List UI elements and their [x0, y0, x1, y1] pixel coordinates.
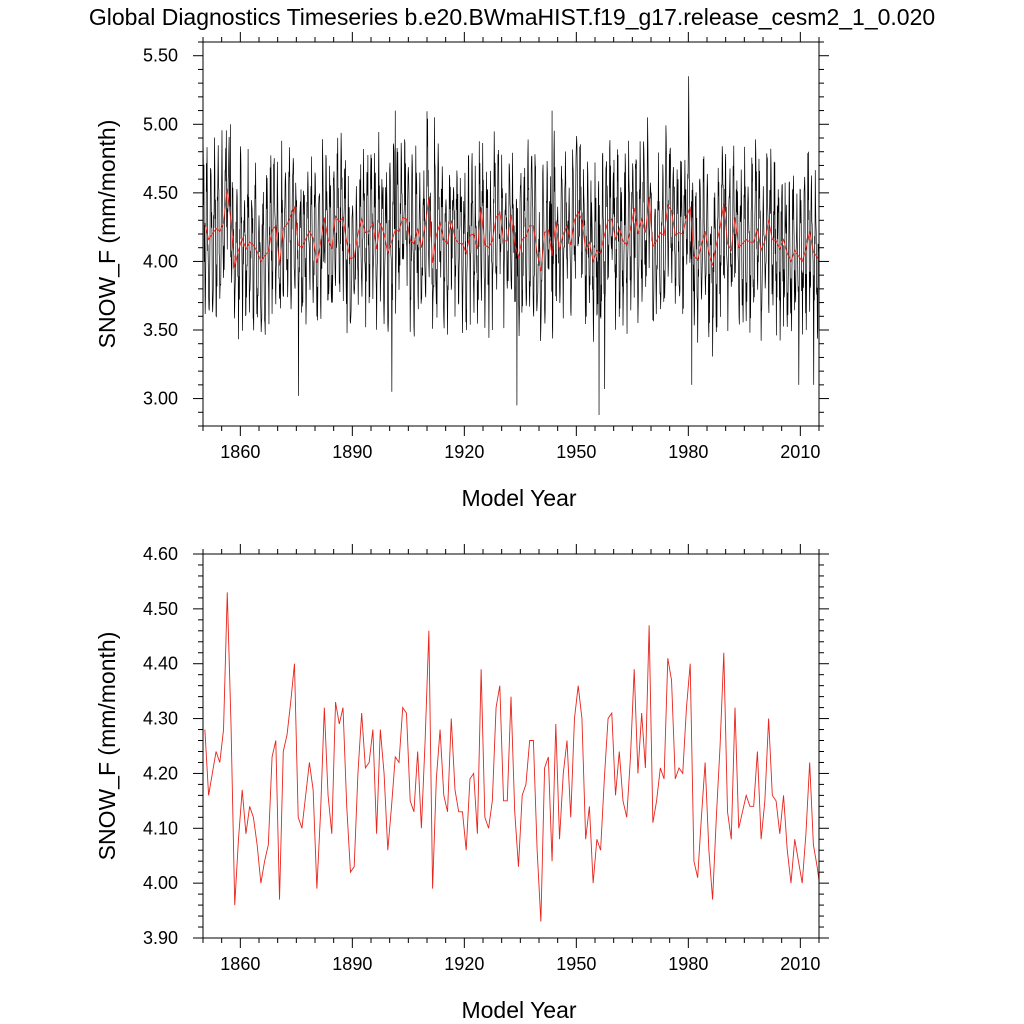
x-tick-label: 1950	[556, 954, 596, 974]
y-tick-label: 5.50	[143, 46, 178, 66]
y-tick-label: 4.40	[143, 654, 178, 674]
x-tick-label: 1950	[556, 442, 596, 462]
x-tick-label: 1890	[332, 442, 372, 462]
plot-frame	[202, 553, 820, 939]
x-axis-title: Model Year	[461, 997, 576, 1023]
y-tick-label: 3.50	[143, 320, 178, 340]
y-tick-label: 4.10	[143, 818, 178, 838]
y-tick-label: 4.00	[143, 251, 178, 271]
series-line-annual-mean-snow-f	[204, 592, 819, 922]
y-tick-label: 4.60	[143, 544, 178, 564]
y-axis-title: SNOW_F (mm/month)	[94, 120, 120, 349]
x-tick-label: 1860	[220, 954, 260, 974]
x-tick-label: 1980	[668, 954, 708, 974]
y-tick-label: 4.30	[143, 709, 178, 729]
x-tick-label: 1920	[444, 442, 484, 462]
panel-annual: 1860 1890 1920 1950 1980 2010 3.90 4.00 4.10 4.20…	[94, 544, 829, 1023]
y-tick-label: 4.20	[143, 763, 178, 783]
x-tick-label: 1890	[332, 954, 372, 974]
plot-area	[204, 592, 819, 922]
x-tick-label: 2010	[780, 442, 820, 462]
x-tick-label: 1860	[220, 442, 260, 462]
series-line-monthly-snow-f	[203, 76, 819, 416]
y-axis-title: SNOW_F (mm/month)	[94, 632, 120, 861]
y-tick-label: 3.00	[143, 389, 178, 409]
y-tick-label: 4.00	[143, 873, 178, 893]
series-line-annual-mean-snow-f	[204, 188, 819, 272]
figure-title: Global Diagnostics Timeseries b.e20.BWma…	[89, 4, 935, 30]
x-tick-label: 1920	[444, 954, 484, 974]
x-axis-title: Model Year	[461, 485, 576, 511]
y-tick-label: 4.50	[143, 599, 178, 619]
plot-area	[203, 76, 819, 416]
x-tick-label: 2010	[780, 954, 820, 974]
panel-monthly: 1860 1890 1920 1950 1980 2010 3.00 3.50 4.00 4.50…	[94, 32, 829, 511]
y-tick-label: 3.90	[143, 928, 178, 948]
x-tick-label: 1980	[668, 442, 708, 462]
y-tick-label: 4.50	[143, 183, 178, 203]
y-tick-label: 5.00	[143, 114, 178, 134]
